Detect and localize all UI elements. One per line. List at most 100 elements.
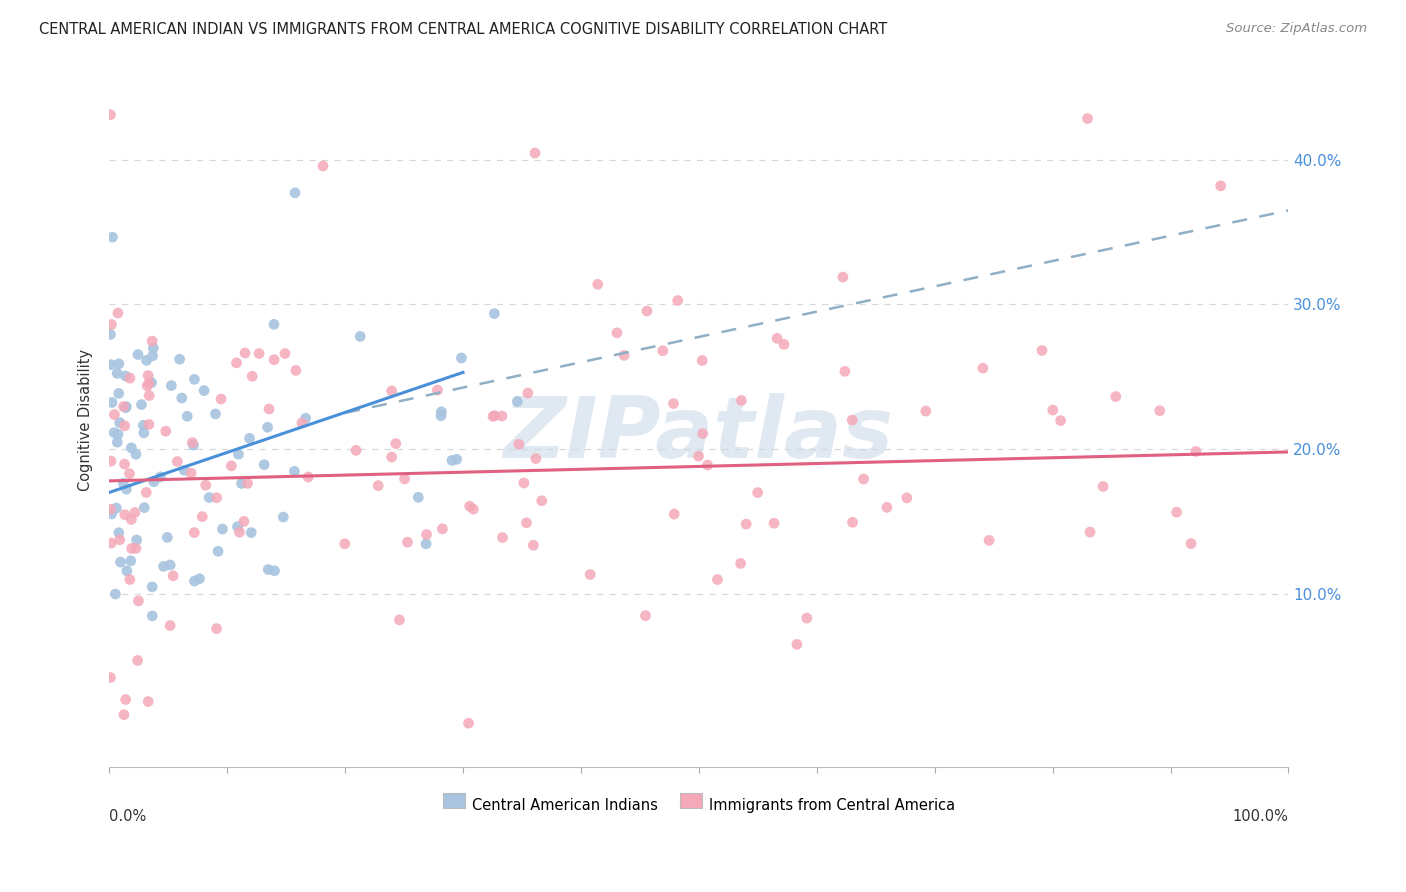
Point: [344, 443, 367, 458]
Point: [294, 411, 316, 425]
Point: [841, 516, 863, 530]
Point: [406, 491, 429, 505]
Point: [204, 407, 226, 421]
Point: [312, 159, 335, 173]
Point: [579, 567, 602, 582]
Point: [664, 507, 686, 521]
Point: [1077, 112, 1099, 126]
Point: [149, 470, 172, 484]
Point: [256, 420, 278, 434]
Point: [457, 716, 479, 731]
Point: [162, 569, 184, 583]
Point: [297, 470, 319, 484]
Point: [100, 454, 122, 468]
Point: [730, 393, 752, 408]
Point: [1092, 479, 1115, 493]
Point: [515, 516, 537, 530]
Text: Source: ZipAtlas.com: Source: ZipAtlas.com: [1226, 22, 1367, 36]
Point: [100, 327, 122, 342]
Point: [198, 491, 221, 505]
Point: [169, 352, 191, 367]
Text: 0.0%: 0.0%: [110, 809, 146, 824]
Point: [634, 608, 657, 623]
Text: ZIPatlas: ZIPatlas: [503, 392, 894, 475]
Point: [385, 436, 408, 450]
Point: [484, 307, 506, 321]
Point: [283, 464, 305, 478]
Point: [183, 525, 205, 540]
Point: [108, 533, 131, 547]
Point: [430, 409, 453, 423]
Point: [257, 562, 280, 576]
Point: [1031, 343, 1053, 358]
Point: [263, 318, 285, 332]
Point: [141, 334, 163, 348]
Point: [105, 501, 128, 516]
Point: [132, 418, 155, 433]
Point: [233, 346, 256, 360]
Point: [240, 369, 263, 384]
Point: [142, 475, 165, 489]
Point: [114, 692, 136, 706]
Point: [426, 383, 449, 397]
Point: [236, 476, 259, 491]
Point: [1049, 414, 1071, 428]
Point: [114, 369, 136, 384]
Point: [516, 386, 538, 401]
Point: [786, 637, 808, 651]
Point: [103, 408, 125, 422]
Point: [834, 364, 856, 378]
Point: [231, 476, 253, 491]
Point: [131, 398, 153, 412]
Point: [606, 326, 628, 340]
Point: [247, 346, 270, 360]
Point: [524, 146, 547, 161]
Point: [225, 356, 247, 370]
Point: [253, 458, 276, 472]
Point: [100, 318, 122, 332]
Point: [463, 502, 485, 516]
Point: [796, 611, 818, 625]
Point: [114, 418, 136, 433]
Point: [450, 351, 472, 365]
Point: [896, 491, 918, 505]
Point: [1078, 525, 1101, 540]
Point: [692, 426, 714, 441]
Point: [160, 378, 183, 392]
Point: [221, 458, 243, 473]
Point: [108, 357, 131, 371]
Point: [491, 409, 513, 423]
Point: [100, 671, 122, 685]
Point: [524, 451, 547, 466]
Point: [852, 472, 875, 486]
Point: [1180, 536, 1202, 550]
Point: [188, 572, 211, 586]
Point: [142, 341, 165, 355]
Point: [914, 404, 936, 418]
Point: [832, 270, 855, 285]
Point: [138, 376, 160, 391]
Point: [104, 587, 127, 601]
Point: [108, 416, 131, 430]
Point: [396, 535, 419, 549]
Point: [666, 293, 689, 308]
Point: [141, 609, 163, 624]
Point: [173, 463, 195, 477]
Point: [125, 533, 148, 547]
Point: [118, 467, 141, 481]
Text: 100.0%: 100.0%: [1233, 809, 1288, 824]
Point: [284, 363, 307, 377]
Point: [240, 525, 263, 540]
Point: [183, 574, 205, 588]
Point: [763, 516, 786, 531]
Point: [136, 368, 159, 383]
Point: [491, 531, 513, 545]
Point: [141, 376, 163, 390]
Point: [662, 396, 685, 410]
Point: [238, 431, 260, 445]
Point: [103, 425, 125, 440]
Point: [107, 427, 129, 442]
Point: [876, 500, 898, 515]
Point: [127, 348, 149, 362]
Point: [159, 618, 181, 632]
